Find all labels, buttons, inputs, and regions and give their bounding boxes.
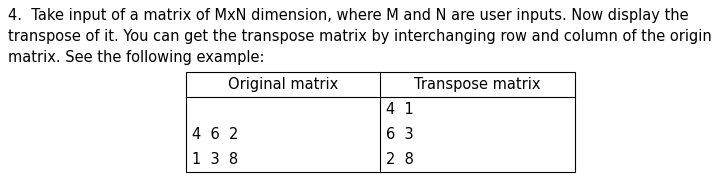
Text: 4.  Take input of a matrix of MxN dimension, where M and N are user inputs. Now : 4. Take input of a matrix of MxN dimensi… xyxy=(8,8,712,65)
Text: 2  8: 2 8 xyxy=(386,152,414,167)
Text: 6  3: 6 3 xyxy=(386,127,414,142)
Text: Original matrix: Original matrix xyxy=(228,77,338,92)
Text: Transpose matrix: Transpose matrix xyxy=(414,77,540,92)
Text: 1  3  8: 1 3 8 xyxy=(192,152,238,167)
Text: 4  1: 4 1 xyxy=(386,102,414,117)
Bar xyxy=(186,72,575,172)
Text: 4  6  2: 4 6 2 xyxy=(192,127,239,142)
